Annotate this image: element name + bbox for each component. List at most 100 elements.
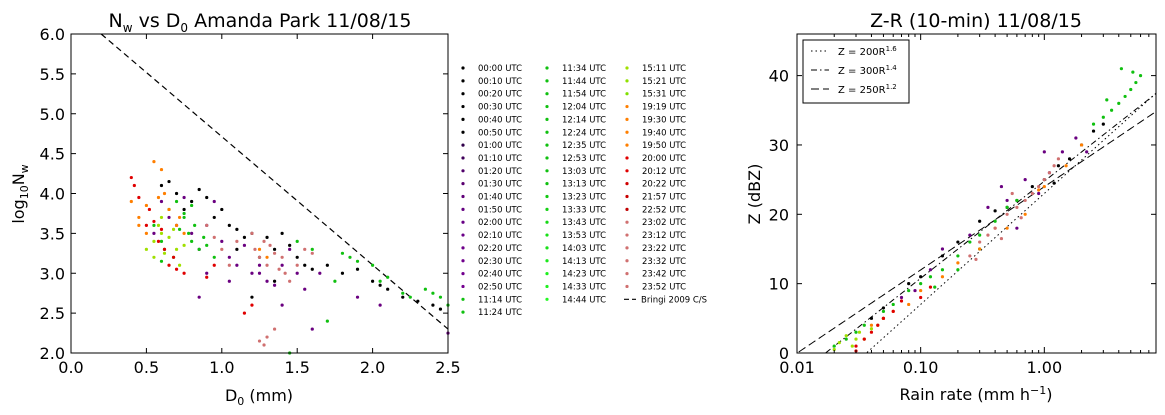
right-y-axis-label: Z (dBZ) — [745, 164, 764, 225]
left-data-point — [257, 263, 262, 267]
left-data-point — [378, 303, 382, 307]
legend-swatch — [625, 246, 629, 250]
left-data-point — [174, 223, 179, 227]
legend-label: 13:53 UTC — [562, 231, 606, 241]
zr-relation-line — [798, 111, 1157, 353]
legend-swatch — [625, 169, 629, 173]
legend-label: 19:50 UTC — [642, 141, 686, 151]
left-data-point — [205, 223, 209, 227]
right-y-tick-label: 40 — [769, 67, 789, 86]
right-data-point — [928, 285, 933, 289]
legend-swatch — [545, 143, 549, 147]
left-data-point — [190, 231, 194, 235]
left-data-point — [167, 179, 171, 184]
legend-label: 01:10 UTC — [478, 154, 522, 164]
right-data-point — [919, 295, 923, 300]
legend-swatch — [625, 194, 629, 199]
legend-swatch — [625, 104, 629, 109]
right-y-tick-label: 20 — [769, 205, 789, 224]
left-data-point — [277, 267, 281, 271]
legend-label: 01:00 UTC — [478, 141, 522, 151]
left-data-point — [202, 235, 206, 239]
legend-swatch — [545, 182, 549, 186]
left-data-point — [280, 231, 284, 235]
right-data-points — [832, 67, 1143, 353]
right-data-point — [891, 309, 895, 313]
left-data-point — [144, 203, 148, 208]
left-data-point — [190, 199, 194, 204]
legend-swatch — [625, 143, 629, 147]
legend-label: 02:20 UTC — [478, 244, 522, 254]
left-data-point — [144, 231, 148, 235]
right-data-point — [869, 330, 874, 334]
legend-swatch — [461, 233, 465, 237]
left-data-point — [159, 239, 164, 243]
legend-label: 23:52 UTC — [642, 282, 686, 292]
right-data-point — [1042, 178, 1046, 182]
left-data-point — [190, 203, 194, 208]
right-data-point — [881, 316, 886, 320]
legend-swatch — [461, 284, 465, 289]
left-data-point — [310, 327, 314, 331]
right-data-point — [899, 295, 904, 300]
legend-label: 14:03 UTC — [562, 244, 606, 254]
left-data-point — [265, 263, 269, 267]
left-data-point — [325, 263, 329, 267]
right-data-point — [978, 240, 982, 244]
left-data-point — [159, 227, 164, 231]
left-data-point — [288, 279, 292, 283]
left-data-point — [205, 271, 209, 275]
legend-label: 11:34 UTC — [562, 64, 606, 74]
right-data-point — [1005, 226, 1009, 230]
right-data-point — [956, 240, 960, 244]
left-data-point — [156, 239, 161, 243]
right-data-point — [899, 299, 904, 303]
left-data-point — [212, 235, 216, 239]
left-data-point — [288, 247, 292, 251]
left-data-point — [159, 215, 164, 220]
left-data-point — [171, 255, 176, 259]
legend-swatch — [461, 246, 465, 250]
right-data-point — [1074, 136, 1078, 140]
legend-label: 20:22 UTC — [642, 180, 686, 190]
legend-label: 14:44 UTC — [562, 295, 606, 305]
right-data-point — [907, 282, 911, 286]
legend-label: 13:23 UTC — [562, 193, 606, 203]
legend-label: 23:32 UTC — [642, 257, 686, 267]
right-data-point — [933, 285, 937, 289]
legend-swatch — [545, 233, 549, 237]
left-data-point — [371, 279, 375, 283]
left-data-point — [401, 291, 405, 295]
right-data-point — [1134, 80, 1138, 85]
left-data-point — [182, 271, 186, 275]
left-data-point — [177, 263, 182, 267]
left-chart-title: Nw vs D0 Amanda Park 11/08/15 — [109, 10, 412, 35]
legend-label: 00:40 UTC — [478, 115, 522, 125]
right-data-point — [1010, 191, 1014, 196]
right-data-point — [862, 337, 866, 341]
left-data-point — [193, 223, 197, 227]
left-data-point — [212, 263, 216, 267]
zr-legend-label: Z = 300R1.4 — [838, 64, 897, 77]
right-data-point — [986, 233, 990, 237]
left-y-tick-label: 4.0 — [40, 185, 65, 204]
left-data-point — [152, 160, 156, 164]
right-data-point — [1023, 178, 1027, 182]
right-data-point — [1091, 129, 1096, 133]
legend-label: 19:30 UTC — [642, 115, 686, 125]
right-data-point — [968, 240, 972, 244]
left-data-point — [182, 231, 186, 235]
right-data-point — [844, 334, 848, 338]
left-data-point — [257, 255, 262, 259]
left-data-point — [227, 279, 231, 283]
legend-label: 14:23 UTC — [562, 270, 606, 280]
left-data-point — [159, 183, 164, 188]
left-data-point — [227, 263, 231, 267]
left-data-point — [288, 243, 292, 247]
right-y-tick-label: 0 — [779, 344, 789, 363]
legend-label: 19:40 UTC — [642, 128, 686, 138]
legend-label: 11:24 UTC — [478, 308, 522, 318]
right-data-point — [1019, 216, 1023, 220]
legend-label: 13:03 UTC — [562, 167, 606, 177]
